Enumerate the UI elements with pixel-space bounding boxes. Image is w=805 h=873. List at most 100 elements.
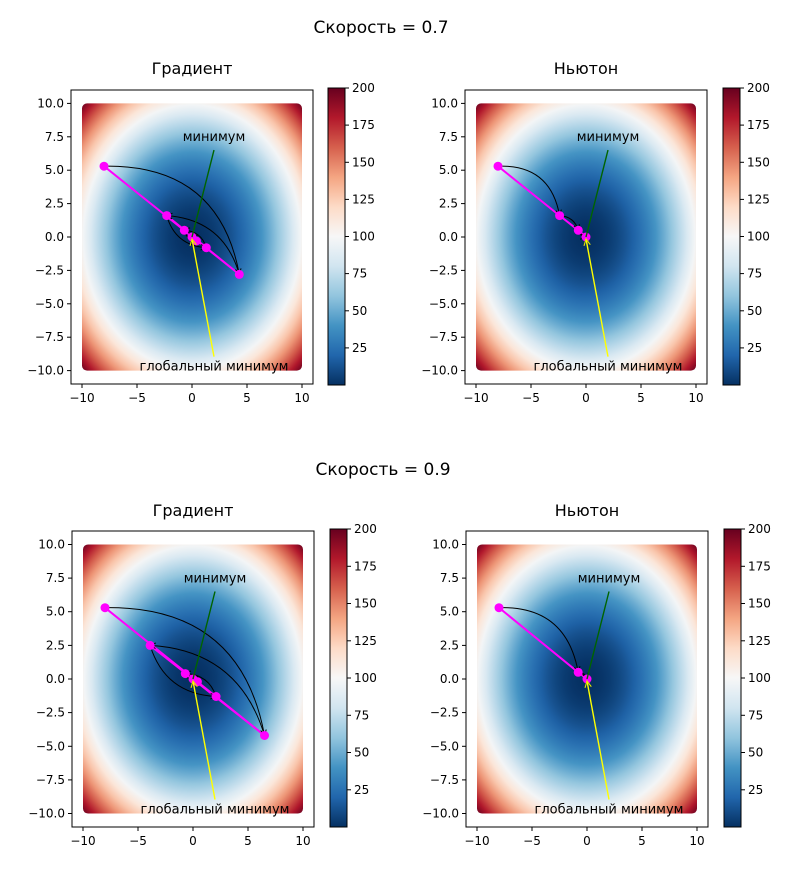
colorbar-tick-label: 25 bbox=[747, 341, 762, 355]
y-tick-label: −2.5 bbox=[429, 263, 458, 277]
panel-title: Ньютон bbox=[555, 501, 620, 520]
colorbar-tick-label: 175 bbox=[747, 118, 770, 132]
y-tick-label: 5.0 bbox=[45, 163, 64, 177]
y-tick-label: −2.5 bbox=[35, 263, 64, 277]
y-tick-label: 7.5 bbox=[45, 130, 64, 144]
minimum-label: минимум bbox=[184, 572, 247, 587]
y-tick-label: −10.0 bbox=[27, 364, 64, 378]
path-point bbox=[99, 161, 109, 171]
x-tick-label: 0 bbox=[582, 391, 590, 405]
colorbar-tick-label: 125 bbox=[748, 634, 771, 648]
y-tick-label: 10.0 bbox=[432, 538, 459, 552]
colorbar-tick-label: 50 bbox=[352, 304, 367, 318]
x-tick-label: −10 bbox=[463, 391, 488, 405]
step-arrow bbox=[104, 607, 265, 736]
y-tick-label: 5.0 bbox=[439, 163, 458, 177]
x-tick-label: 0 bbox=[583, 834, 591, 848]
global-minimum-label: глобальный минимум bbox=[535, 803, 684, 818]
panel-4: Ньютон минимум глобальный минимум −10 −5 0 5 10… bbox=[422, 501, 771, 848]
colorbar-tick-label: 100 bbox=[354, 671, 377, 685]
section-title-speed-0-7: Скорость = 0.7 bbox=[313, 18, 448, 38]
y-tick-label: −10.0 bbox=[28, 807, 65, 821]
y-tick-label: −5.0 bbox=[36, 739, 65, 753]
step-arrow bbox=[150, 645, 265, 736]
colorbar-tick-label: 200 bbox=[354, 522, 377, 536]
x-tick-label: 5 bbox=[637, 391, 645, 405]
x-tick-label: 10 bbox=[294, 391, 309, 405]
path-point bbox=[201, 243, 211, 253]
global-minimum-label: глобальный минимум bbox=[141, 803, 290, 818]
y-tick-label: 5.0 bbox=[440, 605, 459, 619]
y-tick-label: −10.0 bbox=[422, 807, 459, 821]
global-minimum-label: глобальный минимум bbox=[534, 360, 683, 375]
minimum-pointer bbox=[191, 149, 215, 238]
panel-title: Градиент bbox=[152, 59, 233, 78]
panel-title: Ньютон bbox=[554, 59, 619, 78]
colorbar-tick-label: 150 bbox=[354, 597, 377, 611]
colorbar-tick-label: 25 bbox=[352, 341, 367, 355]
colorbar-tick-label: 75 bbox=[354, 708, 369, 722]
y-tick-label: −2.5 bbox=[430, 706, 459, 720]
x-tick-label: −5 bbox=[523, 834, 541, 848]
y-tick-label: 2.5 bbox=[46, 638, 65, 652]
y-tick-label: −5.0 bbox=[430, 739, 459, 753]
step-arrow bbox=[166, 215, 207, 248]
colorbar-tick-label: 25 bbox=[748, 783, 763, 797]
y-tick-label: −5.0 bbox=[429, 297, 458, 311]
colorbar-tick-label: 100 bbox=[352, 230, 375, 244]
x-tick-label: 10 bbox=[689, 834, 704, 848]
colorbar-tick-label: 200 bbox=[748, 522, 771, 536]
x-tick-label: 0 bbox=[189, 834, 197, 848]
step-arrow bbox=[167, 216, 240, 275]
global-minimum-label: глобальный минимум bbox=[140, 360, 289, 375]
x-tick-label: 10 bbox=[688, 391, 703, 405]
x-tick-label: 5 bbox=[638, 834, 646, 848]
path-point bbox=[180, 669, 190, 679]
step-arrow bbox=[149, 645, 216, 696]
colorbar-tick-label: 175 bbox=[748, 559, 771, 573]
panel-2: Ньютон минимум глобальный минимум −10 −5 0 5 10… bbox=[421, 59, 770, 405]
path-point bbox=[162, 211, 172, 221]
path-point bbox=[555, 211, 565, 221]
y-tick-label: 7.5 bbox=[439, 130, 458, 144]
minimum-pointer bbox=[585, 149, 609, 238]
colorbar-tick-label: 125 bbox=[747, 192, 770, 206]
path-point bbox=[145, 640, 155, 650]
x-tick-label: 0 bbox=[188, 391, 196, 405]
panel-title: Градиент bbox=[153, 501, 234, 520]
minimum-label: минимум bbox=[577, 130, 640, 145]
y-tick-label: 7.5 bbox=[46, 571, 65, 585]
colorbar-tick-label: 50 bbox=[747, 304, 762, 318]
path-point bbox=[494, 603, 504, 613]
colorbar-tick-label: 75 bbox=[747, 267, 762, 281]
colorbar bbox=[327, 87, 346, 386]
minimum-pointer bbox=[192, 591, 216, 680]
global-minimum-pointer bbox=[193, 681, 216, 800]
global-minimum-pointer bbox=[587, 681, 610, 800]
y-tick-label: 2.5 bbox=[440, 638, 459, 652]
y-tick-label: 10.0 bbox=[37, 96, 64, 110]
minimum-label: минимум bbox=[183, 130, 246, 145]
colorbar-tick-label: 75 bbox=[748, 708, 763, 722]
y-tick-label: −5.0 bbox=[35, 297, 64, 311]
colorbar bbox=[722, 87, 741, 386]
y-tick-label: 10.0 bbox=[431, 96, 458, 110]
step-arrow bbox=[497, 165, 560, 215]
colorbar-tick-label: 75 bbox=[352, 267, 367, 281]
chart-panels: Градиент минимум глобальный минимум −10 −5 0 5… bbox=[27, 59, 771, 848]
x-tick-label: −5 bbox=[128, 391, 146, 405]
y-tick-label: 0.0 bbox=[440, 672, 459, 686]
colorbar-tick-label: 100 bbox=[747, 230, 770, 244]
y-tick-label: 2.5 bbox=[45, 197, 64, 211]
y-tick-label: 0.0 bbox=[46, 672, 65, 686]
minimum-label: минимум bbox=[578, 572, 641, 587]
colorbar bbox=[723, 528, 742, 828]
path-point bbox=[179, 225, 189, 235]
y-tick-label: 0.0 bbox=[439, 230, 458, 244]
y-tick-label: −2.5 bbox=[36, 706, 65, 720]
x-tick-label: 5 bbox=[244, 834, 252, 848]
x-tick-label: −10 bbox=[69, 391, 94, 405]
y-tick-label: −7.5 bbox=[430, 773, 459, 787]
colorbar-tick-label: 50 bbox=[354, 746, 369, 760]
